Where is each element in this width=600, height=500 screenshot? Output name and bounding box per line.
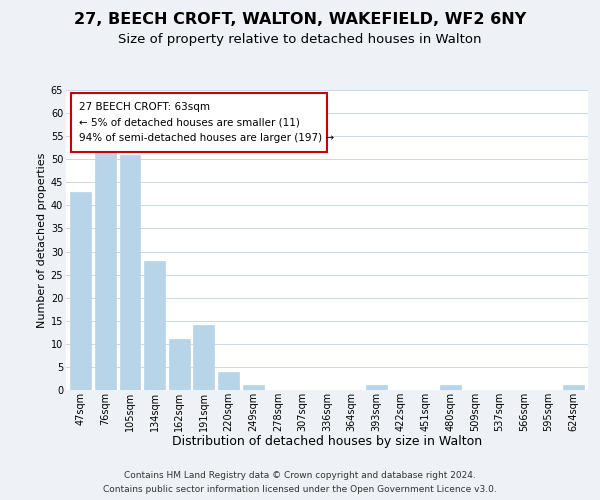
Bar (218, 372, 239, 390)
Text: Contains HM Land Registry data © Crown copyright and database right 2024.: Contains HM Land Registry data © Crown c… (124, 472, 476, 480)
FancyBboxPatch shape (71, 93, 327, 152)
Bar (169, 339, 190, 390)
Bar (144, 261, 165, 390)
Bar (366, 386, 387, 390)
Bar (193, 326, 214, 390)
X-axis label: Distribution of detached houses by size in Walton: Distribution of detached houses by size … (172, 435, 482, 448)
Bar (440, 386, 461, 390)
Text: 27, BEECH CROFT, WALTON, WAKEFIELD, WF2 6NY: 27, BEECH CROFT, WALTON, WAKEFIELD, WF2 … (74, 12, 526, 28)
Text: 27 BEECH CROFT: 63sqm
← 5% of detached houses are smaller (11)
94% of semi-detac: 27 BEECH CROFT: 63sqm ← 5% of detached h… (79, 102, 334, 143)
Bar (95, 150, 116, 390)
Y-axis label: Number of detached properties: Number of detached properties (37, 152, 47, 328)
Bar (70, 192, 91, 390)
Bar (242, 386, 263, 390)
Bar (119, 154, 140, 390)
Text: Contains public sector information licensed under the Open Government Licence v3: Contains public sector information licen… (103, 486, 497, 494)
Bar (563, 386, 584, 390)
Text: Size of property relative to detached houses in Walton: Size of property relative to detached ho… (118, 32, 482, 46)
